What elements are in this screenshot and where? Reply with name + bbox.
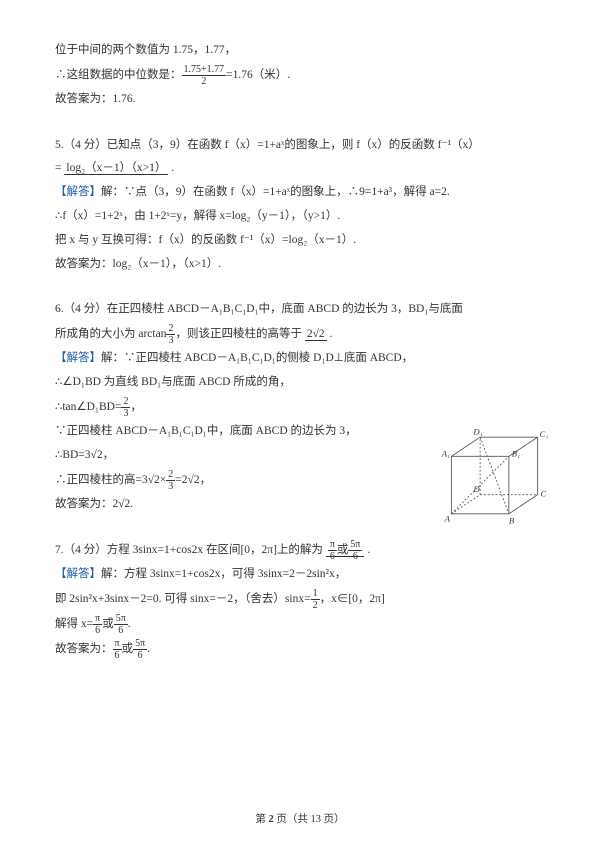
q7-sol4: 故答案为：π6或5π6. (55, 638, 545, 661)
q6-sol3: ∴tan∠D₁BD=23， (55, 396, 545, 419)
svg-text:C: C (541, 489, 547, 499)
q6-sol2: ∴∠D₁BD 为直线 BD₁与底面 ABCD 所成的角， (55, 372, 545, 394)
svg-text:C₁: C₁ (540, 429, 549, 439)
q5-sol2: ∴f（x）=1+2ˣ，由 1+2ˣ=y，解得 x=log₂（y－1），（y>1）… (55, 206, 545, 228)
q7-sol2: 即 2sin²x+3sinx－2=0. 可得 sinx=－2，（舍去）sinx=… (55, 588, 545, 611)
q7-sol3: 解得 x=π6或5π6. (55, 613, 545, 636)
q6-sol1: 【解答】解：∵正四棱柱 ABCD－A₁B₁C₁D₁的侧棱 D₁D⊥底面 ABCD… (55, 348, 545, 370)
q5-sol4: 故答案为：log₂（x－1），（x>1）. (55, 254, 545, 276)
svg-text:A: A (444, 514, 451, 524)
intro-l1: 位于中间的两个数值为 1.75，1.77， (55, 40, 545, 62)
q7-text: 7.（4 分）方程 3sinx=1+cos2x 在区间[0，2π]上的解为 π6… (55, 539, 545, 562)
svg-text:B: B (509, 515, 515, 525)
q5-sol3: 把 x 与 y 互换可得：f（x）的反函数 f⁻¹（x）=log₂（x－1）. (55, 230, 545, 252)
q5-text2: = log₂（x－1）（x>1） . (55, 158, 545, 180)
q5-sol1: 【解答】解：∵点（3，9）在函数 f（x）=1+aˣ的图象上，∴9=1+a³，解… (55, 182, 545, 204)
svg-text:D₁: D₁ (472, 426, 482, 436)
svg-text:D: D (472, 484, 480, 494)
q6-text1: 6.（4 分）在正四棱柱 ABCD－A₁B₁C₁D₁中，底面 ABCD 的边长为… (55, 299, 545, 321)
svg-text:B₁: B₁ (512, 448, 520, 458)
q6-text2: 所成角的大小为 arctan23，则该正四棱柱的高等于 2√2 . (55, 323, 545, 346)
intro-l2: ∴这组数据的中位数是：1.75+1.772=1.76（米）. (55, 64, 545, 87)
cuboid-figure: D₁ C₁ A₁ B₁ D C A B (437, 418, 552, 533)
q5-text1: 5.（4 分）已知点（3，9）在函数 f（x）=1+aˣ的图象上，则 f（x）的… (55, 135, 545, 157)
page-footer: 第 2 页（共 13 页） (0, 810, 600, 830)
intro-l3: 故答案为：1.76. (55, 89, 545, 111)
svg-text:A₁: A₁ (441, 448, 450, 458)
q7-sol1: 【解答】解：方程 3sinx=1+cos2x，可得 3sinx=2－2sin²x… (55, 564, 545, 586)
